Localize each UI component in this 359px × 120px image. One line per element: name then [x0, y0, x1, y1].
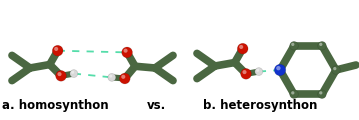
Circle shape — [120, 73, 130, 84]
Circle shape — [239, 45, 243, 49]
Circle shape — [319, 43, 322, 46]
Text: b. heterosynthon: b. heterosynthon — [203, 99, 317, 112]
Circle shape — [241, 68, 251, 79]
Circle shape — [290, 41, 298, 50]
Circle shape — [123, 49, 127, 53]
Circle shape — [121, 75, 125, 79]
Circle shape — [52, 45, 63, 56]
Circle shape — [54, 47, 58, 51]
Circle shape — [332, 66, 340, 74]
Text: vs.: vs. — [146, 99, 166, 112]
Circle shape — [274, 64, 286, 76]
Circle shape — [255, 68, 263, 75]
Circle shape — [333, 67, 336, 70]
Circle shape — [319, 91, 322, 95]
Circle shape — [237, 43, 248, 54]
Text: a. homosynthon: a. homosynthon — [2, 99, 109, 112]
Circle shape — [291, 43, 294, 46]
Circle shape — [256, 69, 259, 72]
Circle shape — [56, 70, 66, 81]
Circle shape — [242, 70, 247, 74]
Circle shape — [290, 90, 298, 99]
Circle shape — [108, 73, 116, 81]
Circle shape — [70, 70, 78, 78]
Circle shape — [109, 75, 112, 78]
Circle shape — [318, 90, 326, 99]
Circle shape — [276, 66, 281, 70]
Circle shape — [71, 71, 74, 74]
Circle shape — [57, 72, 61, 76]
Circle shape — [291, 91, 294, 95]
Circle shape — [122, 47, 132, 58]
Circle shape — [318, 41, 326, 50]
